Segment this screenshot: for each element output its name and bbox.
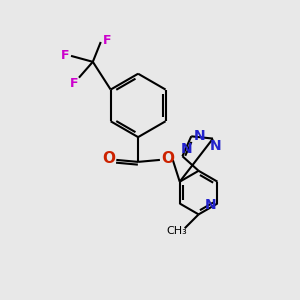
Text: O: O: [161, 152, 174, 166]
Text: F: F: [70, 77, 78, 90]
Text: F: F: [61, 50, 69, 62]
Text: F: F: [102, 34, 111, 46]
Text: N: N: [194, 129, 205, 143]
Text: N: N: [181, 142, 192, 156]
Text: N: N: [210, 139, 222, 152]
Text: CH₃: CH₃: [167, 226, 187, 236]
Text: N: N: [205, 199, 216, 212]
Text: O: O: [102, 152, 115, 166]
